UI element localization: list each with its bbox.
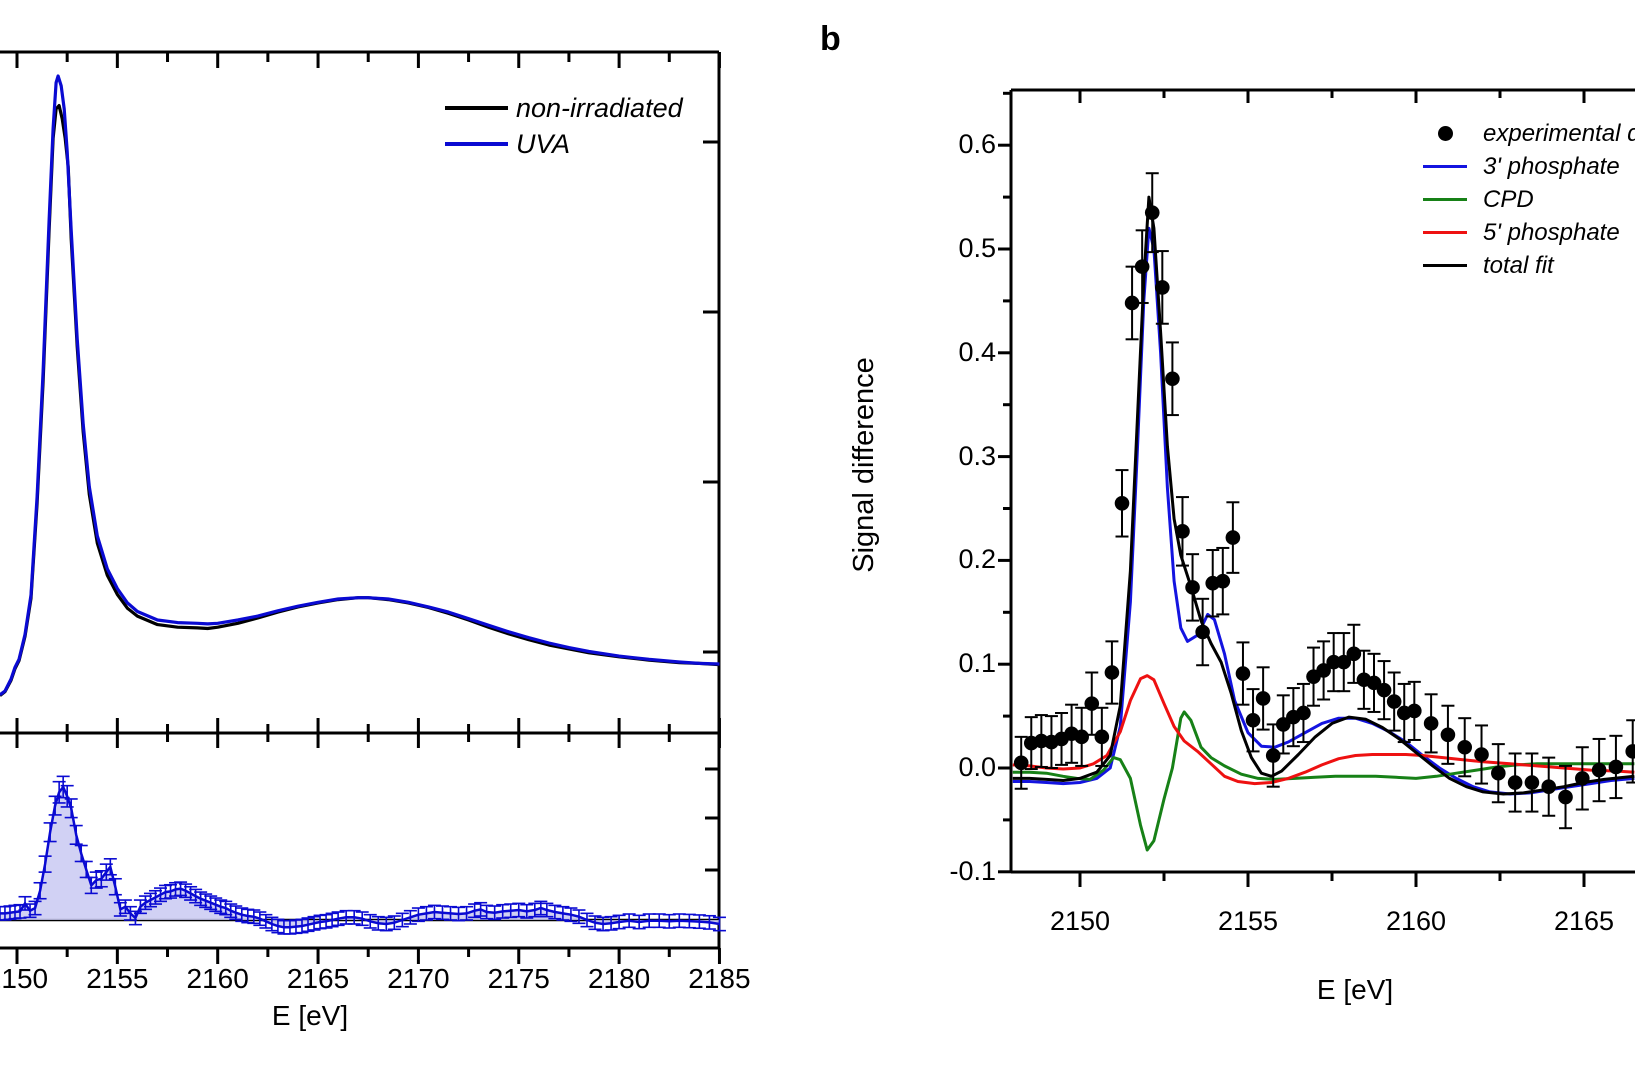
legend-label: experimental data <box>1483 119 1635 147</box>
legend-line-marker <box>445 142 508 146</box>
spectrum-curve-1 <box>0 74 720 697</box>
legend-item-0: experimental data <box>1423 117 1635 150</box>
legend-label: 5' phosphate <box>1483 218 1620 246</box>
panel-b-plot <box>998 88 1635 887</box>
panel-b-y-tick--0.1: -0.1 <box>949 855 996 886</box>
panel-b-y-tick-0.2: 0.2 <box>958 544 996 575</box>
fit-curve-1 <box>1012 226 1635 796</box>
legend-item-4: total fit <box>1423 249 1635 282</box>
legend-marker <box>1423 165 1467 168</box>
panel-a-x-tick-2170: 2170 <box>387 963 450 994</box>
panel-b-x-tick-2150: 2150 <box>1049 906 1111 936</box>
panel-a-x-tick-2165: 2165 <box>286 963 350 994</box>
legend-marker <box>1438 126 1453 141</box>
legend-label: total fit <box>1483 251 1554 279</box>
panel-b-x-tick-2160: 2160 <box>1385 906 1447 936</box>
legend-marker <box>1423 198 1467 201</box>
legend-line-marker <box>1423 264 1475 267</box>
panel-b-y-tick-0.6: 0.6 <box>958 129 996 160</box>
panel-a-x-tick-2150: 2150 <box>0 963 49 994</box>
panel-b-x-tick-2155: 2155 <box>1217 906 1279 936</box>
legend-line-marker <box>1423 231 1475 234</box>
legend-item-1: 3' phosphate <box>1423 150 1635 183</box>
difference-curve <box>0 784 720 929</box>
spectrum-curve-0 <box>0 104 720 697</box>
panel-a-x-tick-2155: 2155 <box>86 963 149 994</box>
legend-line-marker <box>1423 165 1475 168</box>
legend-item-2: CPD <box>1423 183 1635 216</box>
legend-marker <box>1423 264 1467 267</box>
panel-b-y-tick-0.4: 0.4 <box>958 336 996 367</box>
legend-item-0: non-irradiated <box>445 90 683 126</box>
panel-b-y-tick-0.5: 0.5 <box>958 233 996 263</box>
legend-line-marker <box>445 106 508 110</box>
experimental-points <box>1013 172 1635 830</box>
panel-a-x-tick-2160: 2160 <box>186 963 249 994</box>
legend-item-1: UVA <box>445 126 683 162</box>
panel-a-x-tick-2175: 2175 <box>487 963 550 994</box>
panel-a-x-tick-2180: 2180 <box>587 963 651 994</box>
panel-a-legend: non-irradiated UVA <box>445 90 683 162</box>
panel-b-y-tick-0.3: 0.3 <box>958 440 996 471</box>
panel-a-x-tick-2185: 2185 <box>688 963 751 994</box>
legend-label: non-irradiated <box>516 92 683 123</box>
legend-label: CPD <box>1483 185 1534 213</box>
panel-b-x-axis-title: E [eV] <box>1316 974 1394 1005</box>
legend-line-marker <box>1423 198 1475 201</box>
panel-b-y-tick-0.1: 0.1 <box>958 648 996 679</box>
legend-marker <box>1423 231 1467 234</box>
fit-curve-4 <box>1012 195 1635 796</box>
legend-dot-marker <box>1423 126 1475 141</box>
panel-a-plot <box>0 50 726 964</box>
panel-b-y-tick-0.0: 0.0 <box>958 752 996 782</box>
legend-label: UVA <box>516 128 571 159</box>
panel-b-label: b <box>820 20 841 58</box>
panel-a-x-axis-title: E [eV] <box>271 1000 349 1031</box>
panel-b-x-tick-2165: 2165 <box>1553 906 1615 936</box>
panel-b-legend: experimental data 3' phosphate CPD 5' phosp… <box>1423 117 1635 282</box>
legend-label: 3' phosphate <box>1483 152 1620 180</box>
legend-item-3: 5' phosphate <box>1423 216 1635 249</box>
